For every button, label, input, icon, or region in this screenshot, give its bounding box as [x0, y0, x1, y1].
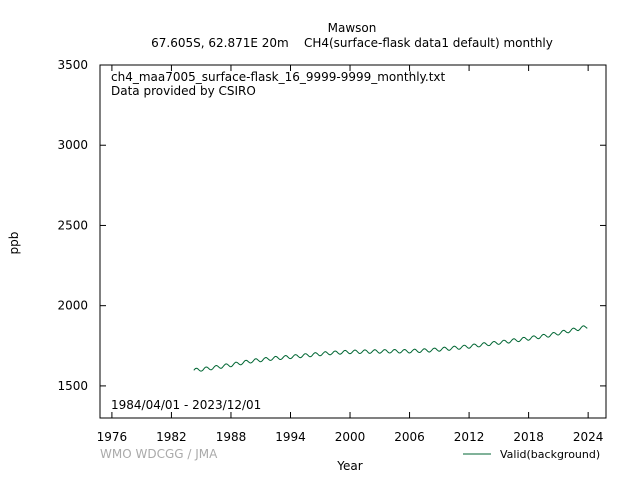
legend-label: Valid(background) — [500, 448, 600, 461]
x-axis: 1976 1982 1988 1994 2000 2006 2012 2018 2024 — [97, 65, 604, 444]
credit-label: WMO WDCGG / JMA — [100, 447, 218, 461]
chart-subtitle: 67.605S, 62.871E 20m CH4(surface-flask d… — [151, 36, 553, 50]
legend: Valid(background) — [463, 448, 600, 461]
x-tick-label: 1988 — [216, 430, 247, 444]
x-tick-label: 1976 — [97, 430, 128, 444]
y-tick-label: 3500 — [57, 58, 88, 72]
x-tick-label: 2012 — [454, 430, 485, 444]
x-tick-label: 2024 — [573, 430, 604, 444]
y-tick-label: 2000 — [57, 299, 88, 313]
series-line — [193, 325, 588, 372]
plot-frame — [99, 64, 607, 419]
x-tick-label: 2006 — [394, 430, 425, 444]
y-axis: 1500 2000 2500 3000 3500 — [57, 58, 606, 393]
y-tick-label: 3000 — [57, 138, 88, 152]
x-tick-label: 1994 — [275, 430, 306, 444]
x-tick-label: 2000 — [335, 430, 366, 444]
series-layer — [193, 325, 588, 372]
x-axis-label: Year — [336, 459, 362, 473]
file-label: ch4_maa7005_surface-flask_16_9999-9999_m… — [111, 70, 446, 84]
chart-title: Mawson — [328, 21, 377, 35]
x-tick-label: 1982 — [156, 430, 187, 444]
provider-label: Data provided by CSIRO — [111, 84, 256, 98]
date-range-label: 1984/04/01 - 2023/12/01 — [111, 398, 261, 412]
x-tick-label: 2018 — [513, 430, 544, 444]
y-tick-label: 2500 — [57, 218, 88, 232]
y-axis-label: ppb — [7, 232, 21, 255]
y-tick-label: 1500 — [57, 379, 88, 393]
